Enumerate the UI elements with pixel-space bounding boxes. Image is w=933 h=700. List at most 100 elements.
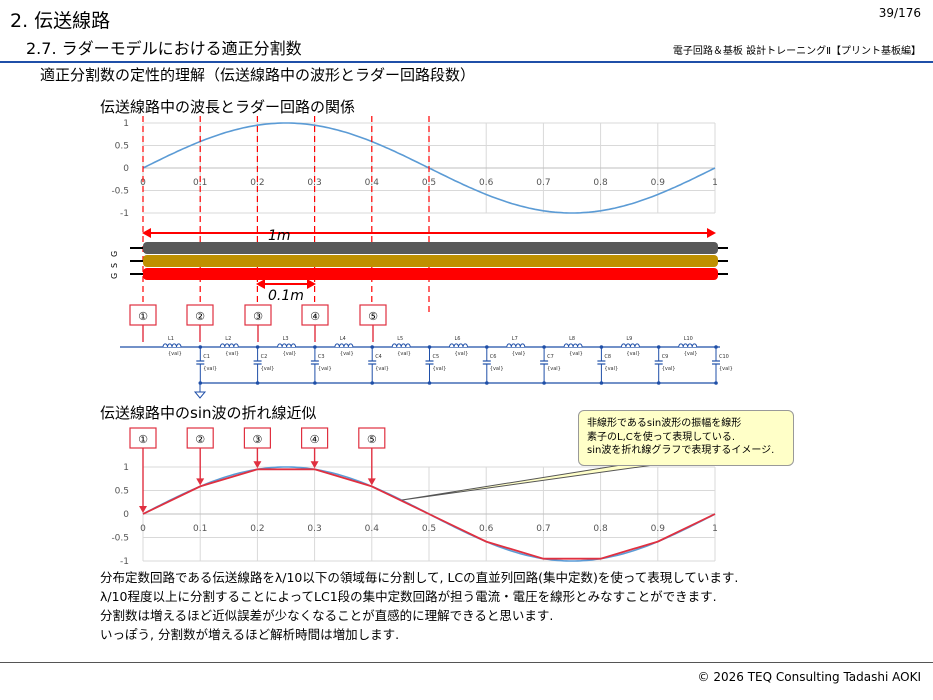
ladder-circuit: L1 {val} C1 {val} L2 {val} C2 {val} L3 {val} C3 {va… <box>120 336 733 399</box>
callout-line: 非線形であるsin波形の振幅を線形 <box>587 418 742 429</box>
section-marker-label: ⑤ <box>367 433 377 446</box>
inductor-symbol <box>678 343 698 348</box>
x-tick-label: 1 <box>712 524 718 534</box>
node-dot <box>198 345 203 349</box>
signal-layer <box>143 255 718 267</box>
node-dot <box>656 381 661 385</box>
y-tick-label: 0 <box>123 510 129 520</box>
inductor-label: L3 <box>283 336 289 342</box>
inductor-label: L1 <box>168 336 174 342</box>
node-dot <box>485 345 489 349</box>
x-tick-label: 0.4 <box>365 178 380 188</box>
capacitor-value: {val} <box>261 366 275 372</box>
inductor-label: L9 <box>626 336 632 342</box>
inductor-value: {val} <box>684 351 698 357</box>
section-marker-label: ② <box>195 433 205 446</box>
x-tick-label: 0.2 <box>250 524 264 534</box>
inductor-label: L5 <box>397 336 403 342</box>
capacitor-label: C10 <box>719 354 729 360</box>
section-marker-label: ④ <box>310 310 320 323</box>
node-dot <box>427 345 432 349</box>
capacitor-label: C8 <box>604 354 611 360</box>
capacitor-label: C4 <box>375 354 382 360</box>
inductor-value: {val} <box>340 351 354 357</box>
body-line: 分布定数回路である伝送線路をλ/10以下の領域毎に分割して, LCの直並列回路(… <box>100 570 739 585</box>
footer-copyright: © 2026 TEQ Consulting Tadashi AOKI <box>697 670 921 684</box>
layer-label-s: S <box>110 263 119 268</box>
node-dot <box>370 345 375 349</box>
inductor-value: {val} <box>283 351 297 357</box>
inductor-value: {val} <box>512 351 526 357</box>
section-marker-label: ④ <box>310 433 320 446</box>
inductor-value: {val} <box>168 351 182 357</box>
inductor-symbol <box>506 343 526 348</box>
x-tick-label: 0.5 <box>422 524 436 534</box>
x-tick-label: 0.8 <box>593 178 608 188</box>
transmission-line: G S G 1m 0.1m <box>110 228 728 304</box>
x-tick-label: 0.9 <box>651 524 666 534</box>
layer-label-g-top: G <box>110 251 119 257</box>
callout-pointer <box>401 461 676 501</box>
node-dot <box>485 381 489 385</box>
y-tick-label: 0 <box>123 164 129 174</box>
callout-line: sin波を折れ線グラフで表現するイメージ. <box>587 445 775 456</box>
capacitor-value: {val} <box>433 366 447 372</box>
course-name: 電子回路＆基板 設計トレーニングⅡ【プリント基板編】 <box>672 46 921 57</box>
node-dot <box>313 381 317 385</box>
x-tick-label: 0.1 <box>193 524 207 534</box>
inductor-symbol <box>563 343 583 348</box>
section-heading: 適正分割数の定性的理解（伝送線路中の波形とラダー回路段数） <box>40 66 476 84</box>
x-tick-label: 0.3 <box>307 524 321 534</box>
x-tick-label: 0.9 <box>651 178 666 188</box>
ground-layer-top <box>143 242 718 254</box>
capacitor-value: {val} <box>547 366 561 372</box>
capacitor-value: {val} <box>662 366 676 372</box>
inductor-label: L10 <box>684 336 693 342</box>
node-dot <box>599 345 604 349</box>
node-dot <box>255 345 260 349</box>
inductor-value: {val} <box>569 351 583 357</box>
x-tick-label: 0 <box>140 178 146 188</box>
marker-arrow-head <box>310 461 319 469</box>
capacitor-label: C7 <box>547 354 554 360</box>
capacitor-label: C1 <box>203 354 210 360</box>
body-line: いっぽう, 分割数が増えるほど解析時間は増加します. <box>100 627 400 642</box>
node-dot <box>542 381 546 385</box>
capacitor-value: {val} <box>375 366 389 372</box>
capacitor-label: C9 <box>662 354 669 360</box>
capacitor-value: {val} <box>604 366 618 372</box>
inductor-value: {val} <box>397 351 411 357</box>
footer-rule <box>0 662 933 663</box>
section-markers-bottom: ① ② ③ ④ ⑤ <box>129 427 386 513</box>
layer-label-g-bottom: G <box>110 273 119 279</box>
arrow-head-left-small <box>256 279 265 289</box>
inductor-symbol <box>620 343 640 348</box>
x-tick-label: 0.6 <box>479 178 494 188</box>
x-tick-label: 0 <box>140 524 146 534</box>
inductor-value: {val} <box>225 351 239 357</box>
page-number: 39/176 <box>878 6 921 20</box>
x-tick-label: 0.7 <box>536 178 550 188</box>
y-tick-label: -0.5 <box>111 187 129 197</box>
section-marker-label: ⑤ <box>368 310 378 323</box>
inductor-symbol <box>391 343 411 348</box>
inductor-label: L4 <box>340 336 346 342</box>
node-dot <box>656 345 661 349</box>
ground-layer-bottom <box>143 268 718 280</box>
inductor-symbol <box>334 343 354 348</box>
inductor-value: {val} <box>455 351 469 357</box>
capacitor-label: C6 <box>490 354 497 360</box>
arrow-head-right <box>707 228 716 238</box>
length-label-1m: 1m <box>268 228 291 244</box>
wavelength-heading: 伝送線路中の波長とラダー回路の関係 <box>100 98 356 116</box>
x-tick-label: 0.4 <box>365 524 380 534</box>
inductor-symbol <box>449 343 468 348</box>
section-marker-label: ① <box>138 310 148 323</box>
node-dot <box>599 381 604 385</box>
capacitor-value: {val} <box>719 366 733 372</box>
y-tick-label: 1 <box>123 119 129 129</box>
capacitor-value: {val} <box>318 366 332 372</box>
node-dot <box>313 345 317 349</box>
inductor-label: L2 <box>225 336 231 342</box>
